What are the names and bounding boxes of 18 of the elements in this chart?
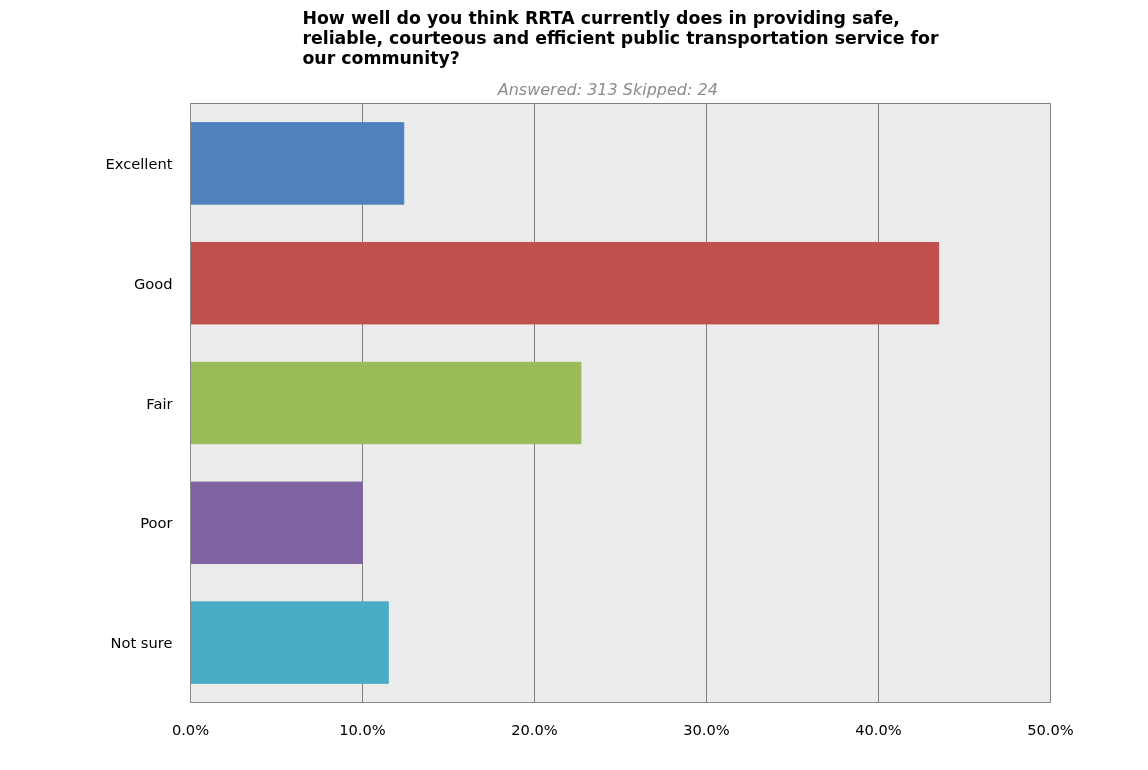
y-tick-label: Good — [133, 274, 173, 292]
x-tick-label: 30.0% — [683, 720, 730, 738]
bar — [190, 481, 363, 565]
x-tick-label: 10.0% — [339, 720, 386, 738]
y-tick-label: Excellent — [105, 154, 173, 172]
x-tick-label: 20.0% — [511, 720, 558, 738]
chart-subtitle: Answered: 313 Skipped: 24 — [496, 79, 718, 99]
y-tick-label: Fair — [146, 394, 174, 412]
x-tick-label: 0.0% — [171, 720, 210, 738]
bar — [190, 361, 582, 445]
y-tick-label: Poor — [140, 514, 174, 532]
bar — [190, 122, 405, 205]
x-tick-label: 50.0% — [1027, 720, 1074, 738]
chart-title: How well do you think RRTA currently does in providing safe, reliable, courteous and efficient public transportation service for our community? — [302, 7, 940, 68]
x-tick-label: 40.0% — [855, 720, 902, 738]
y-tick-label: Not sure — [110, 634, 173, 652]
bar — [190, 241, 940, 325]
bar — [190, 601, 389, 684]
